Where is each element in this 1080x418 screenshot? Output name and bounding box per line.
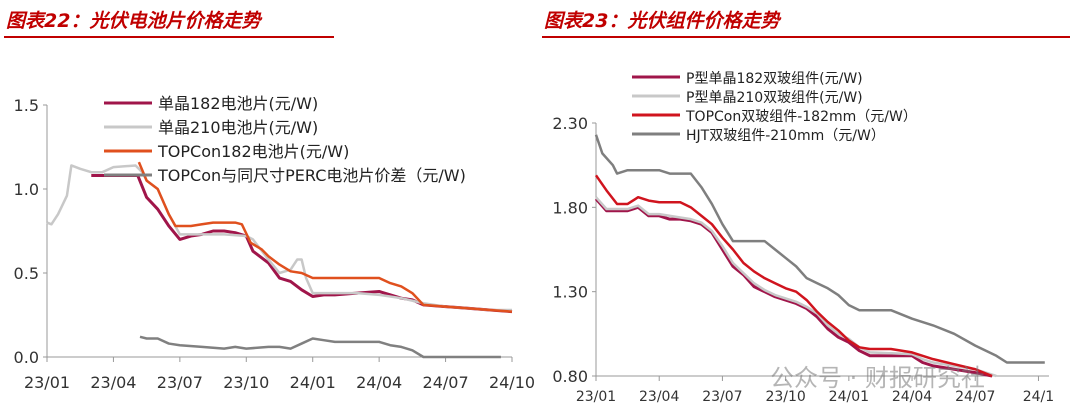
y-tick-label: 1.80 (552, 198, 588, 217)
legend-label-2: TOPCon双玻组件-182mm（元/W） (685, 109, 917, 125)
y-tick-label: 1.0 (14, 180, 39, 199)
legend-label-0: P型单晶182双玻组件(元/W) (686, 71, 863, 87)
legend-label-3: TOPCon与同尺寸PERC电池片价差（元/W) (157, 166, 466, 185)
series-line-3 (139, 335, 501, 359)
y-tick-label: 2.30 (552, 114, 588, 133)
x-tick-label: 23/10 (223, 373, 269, 392)
chart-title-left: 图表22：光伏电池片价格走势 (6, 10, 261, 32)
x-tick-label: 23/04 (639, 389, 679, 405)
x-tick-label: 24/07 (955, 389, 995, 405)
x-tick-label: 23/07 (702, 389, 742, 405)
x-tick-label: 23/07 (157, 373, 203, 392)
y-tick-label: 0.0 (14, 348, 39, 367)
series-line-0 (91, 174, 513, 314)
y-tick-label: 0.5 (14, 264, 39, 283)
series-line-2 (594, 174, 993, 378)
title-underline-right (542, 36, 1070, 38)
y-tick-label: 1.5 (14, 96, 39, 115)
title-underline-left (4, 36, 334, 38)
x-tick-label: 24/07 (423, 373, 469, 392)
x-tick-label: 24/10 (489, 373, 535, 392)
y-tick-label: 1.30 (552, 283, 588, 302)
watermark: 公众号 · 财报研究社 (770, 364, 985, 392)
legend-label-1: P型单晶210双玻组件(元/W) (686, 90, 863, 106)
x-tick-label: 24/04 (356, 373, 402, 392)
series-line-3 (594, 134, 1045, 364)
chart-title-right: 图表23：光伏组件价格走势 (544, 10, 780, 32)
legend-label-2: TOPCon182电池片(元/W) (157, 142, 349, 161)
x-tick-label: 24/01 (829, 389, 869, 405)
legend-label-0: 单晶182电池片(元/W) (158, 94, 318, 113)
series-line-2 (137, 161, 513, 313)
x-tick-label: 24/1 (1023, 389, 1054, 405)
x-tick-label: 23/01 (24, 373, 70, 392)
x-tick-label: 23/01 (576, 389, 616, 405)
series-line-0 (594, 197, 993, 378)
legend-label-1: 单晶210电池片(元/W) (158, 118, 318, 137)
x-tick-label: 23/04 (90, 373, 136, 392)
x-tick-label: 23/10 (765, 389, 805, 405)
series-line-1 (595, 196, 997, 378)
legend-label-3: HJT双玻组件-210mm（元/W） (686, 128, 885, 144)
x-tick-label: 24/01 (290, 373, 336, 392)
series-line-1 (46, 164, 512, 312)
y-tick-label: 0.80 (552, 367, 588, 386)
x-tick-label: 24/04 (892, 389, 932, 405)
